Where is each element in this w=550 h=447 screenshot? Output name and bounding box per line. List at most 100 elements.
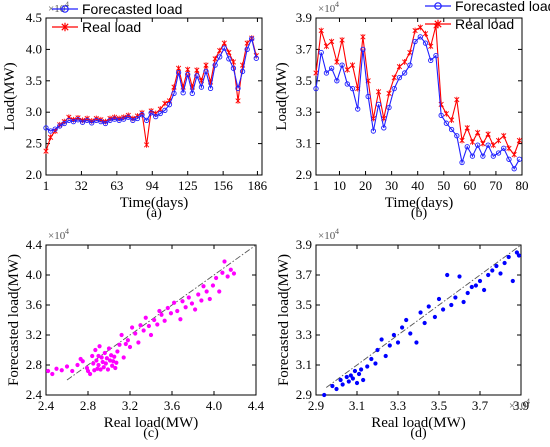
x-tick-label: 2.8 — [80, 398, 96, 413]
data-point — [194, 73, 200, 79]
y-tick-label: 3.9 — [296, 10, 312, 25]
data-point — [113, 365, 118, 371]
data-point — [501, 145, 507, 151]
data-point — [379, 337, 384, 342]
data-point — [207, 296, 212, 302]
data-point — [370, 128, 377, 134]
data-point — [328, 65, 335, 71]
data-point — [123, 341, 128, 347]
data-point — [157, 110, 163, 117]
data-point — [418, 310, 423, 315]
data-point — [386, 90, 392, 97]
data-point — [428, 57, 434, 64]
x-tick-label: 60 — [463, 178, 476, 193]
data-point — [402, 59, 408, 65]
data-point — [396, 75, 403, 81]
data-point — [127, 344, 133, 350]
panel-d: 2.9 3.1 3.3 3.5 3.7 3.92.93.13.33.53.73.9×10 4… — [276, 227, 530, 441]
data-point — [441, 307, 446, 312]
y-tick-label: 4.0 — [26, 267, 42, 282]
data-point — [212, 55, 218, 62]
x-axis-label: Real load(MW) — [371, 415, 466, 431]
data-point — [323, 43, 330, 50]
data-point — [356, 371, 362, 377]
legend-forecast-marker — [61, 5, 69, 13]
x-tick-label: 20 — [359, 178, 372, 193]
data-point — [43, 148, 49, 155]
data-point — [97, 344, 102, 349]
data-point — [445, 272, 450, 278]
scatter-points — [322, 250, 522, 398]
data-point — [344, 374, 349, 380]
data-point — [346, 379, 351, 384]
data-point — [109, 353, 114, 358]
y-tick-label: 3.7 — [296, 41, 313, 56]
data-point — [506, 254, 511, 260]
data-point — [52, 126, 58, 132]
data-point — [433, 53, 439, 59]
data-point — [391, 74, 397, 81]
data-point — [485, 142, 491, 148]
data-point — [185, 71, 191, 78]
data-point — [89, 120, 95, 126]
data-point — [365, 93, 371, 100]
data-point — [469, 153, 476, 159]
data-point — [231, 271, 237, 276]
y-tick-label: 3.2 — [26, 327, 42, 342]
x-tick-label: 125 — [178, 178, 198, 193]
data-point — [386, 104, 392, 111]
data-point — [64, 364, 70, 369]
x-tick-label: 3.7 — [472, 398, 489, 413]
data-point — [85, 368, 91, 374]
x-tick-label: 80 — [516, 178, 529, 193]
data-point — [350, 376, 355, 381]
data-point — [348, 373, 353, 378]
data-point — [408, 331, 413, 336]
data-point — [506, 145, 512, 152]
x-tick-label: 3.5 — [431, 398, 447, 413]
data-point — [148, 332, 154, 338]
data-point — [165, 305, 170, 311]
data-point — [183, 305, 188, 310]
y-axis-multiplier-exponent: 4 — [335, 227, 339, 236]
data-point — [516, 253, 522, 258]
y-tick-label: 3.1 — [296, 136, 312, 151]
series-line — [45, 36, 257, 152]
data-point — [490, 142, 496, 149]
data-point — [70, 368, 75, 374]
x-axis-label: Time(days) — [120, 195, 189, 211]
data-point — [412, 38, 418, 45]
data-point — [459, 137, 465, 144]
x-tick-label: 4.0 — [206, 398, 222, 413]
data-point — [99, 355, 104, 360]
data-point — [47, 128, 54, 134]
data-point — [141, 328, 146, 333]
data-point — [253, 55, 259, 61]
data-point — [340, 382, 345, 387]
data-point — [100, 359, 105, 365]
data-point — [171, 90, 177, 97]
data-point — [153, 113, 159, 120]
data-point — [516, 137, 523, 144]
axes-box — [45, 244, 257, 396]
y-tick-label: 3.5 — [296, 297, 312, 312]
data-point — [106, 346, 112, 351]
data-point — [143, 117, 150, 124]
data-point — [417, 24, 423, 31]
data-point — [70, 118, 77, 125]
data-point — [502, 260, 507, 266]
series-forecasted-load — [43, 36, 259, 134]
panel-caption: (a) — [146, 206, 162, 221]
y-tick-label: 3.1 — [296, 357, 312, 372]
data-point — [102, 120, 109, 127]
data-point — [119, 332, 124, 338]
legend: Forecasted load Real load — [52, 1, 182, 35]
data-point — [422, 320, 427, 326]
data-point — [417, 34, 423, 40]
data-point — [217, 47, 223, 54]
data-point — [322, 392, 327, 398]
data-point — [207, 85, 214, 91]
data-point — [92, 368, 97, 373]
